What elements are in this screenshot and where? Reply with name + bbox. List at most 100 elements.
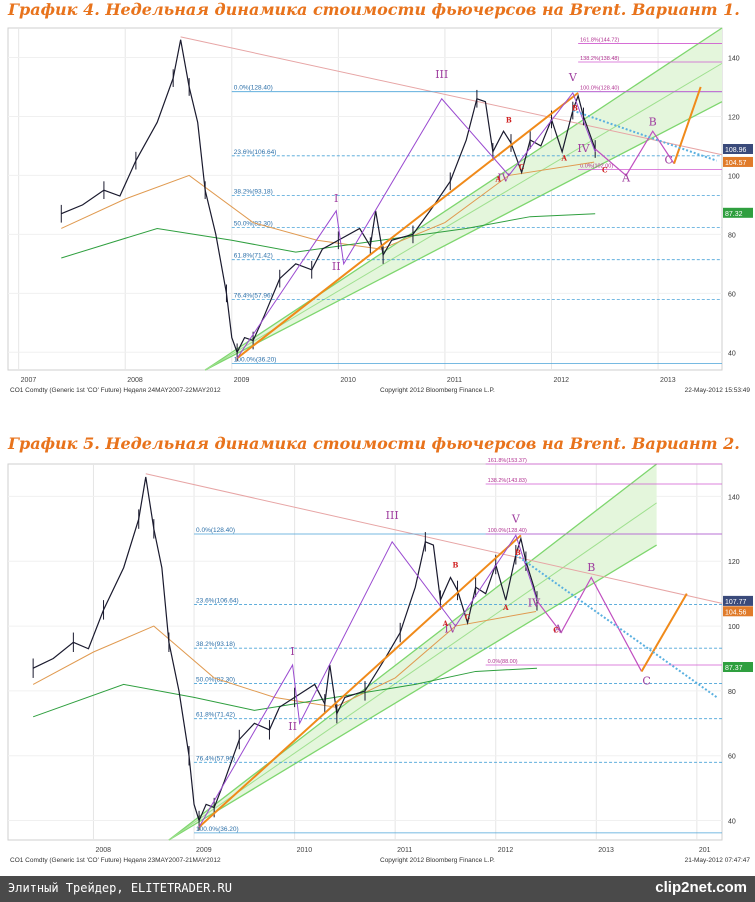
c1-fib-ext-label: 100.0%(128.40) — [488, 528, 527, 534]
c0-wave-label: IV — [577, 142, 590, 155]
c1-fib-ext-label: 138.2%(143.83) — [488, 478, 527, 484]
c1-wave-label: A — [553, 623, 563, 636]
c0-elliott-wave-path — [236, 91, 596, 359]
c1-price-tag — [723, 662, 753, 673]
c0-abc-label: A — [561, 154, 568, 163]
c1-y-tick-label: 80 — [728, 689, 736, 696]
footer-text: Элитный Трейдер, ELITETRADER.RU — [8, 881, 232, 895]
c0-fib-level-label: 61.8%(71.42) — [234, 253, 273, 260]
c1-y-tick-label: 120 — [728, 559, 740, 566]
c0-x-tick-label: 2011 — [447, 377, 462, 384]
c1-channel-mid-line — [168, 502, 657, 841]
c1-dotted-channel-line — [515, 553, 718, 699]
c1-fib-ext-label: 0.0%(88.00) — [488, 659, 518, 665]
c1-x-tick-label: 201 — [699, 847, 711, 854]
c0-x-tick-label: 2013 — [660, 377, 676, 384]
chart-title-1: График 4. Недельная динамика стоимости ф… — [8, 0, 740, 19]
c1-elliott-wave-path — [198, 534, 538, 828]
chart-2: 2008 2009 2010 2011 2012 2013 201 40 60 80 100 120 1… — [7, 458, 753, 864]
c0-wave-label: C — [665, 154, 673, 167]
c0-moving-average-orange — [61, 161, 595, 250]
c1-abc-label: C — [465, 613, 471, 622]
c0-channel-lower-line — [204, 101, 723, 371]
c1-price-line — [32, 476, 538, 823]
c1-wave-label: III — [386, 509, 399, 522]
c1-wave-label: C — [642, 674, 650, 687]
c0-price-tag — [723, 156, 753, 167]
c1-wave-label: IV — [444, 623, 457, 636]
c1-wave-label: II — [288, 720, 297, 733]
c1-price-tag — [723, 606, 753, 617]
c0-trend-line — [236, 92, 579, 359]
c0-fib-level-label: 50.0%(82.30) — [234, 221, 273, 228]
c0-wave-label: B — [649, 115, 657, 128]
c0-fib-level-label: 23.6%(106.64) — [234, 149, 277, 156]
c0-abc-label: C — [602, 165, 608, 174]
c1-wave-label: B — [587, 561, 595, 574]
footer-bar: Элитный Трейдер, ELITETRADER.RU clip2net… — [0, 876, 755, 902]
c1-abc-label: B — [515, 548, 521, 557]
c0-x-tick-label: 2010 — [340, 377, 356, 384]
c1-fib-level-label: 0.0%(128.40) — [196, 527, 235, 534]
chart-title-2: График 5. Недельная динамика стоимости ф… — [8, 434, 740, 453]
c0-channel-upper-line — [204, 27, 723, 371]
c0-y-tick-label: 40 — [728, 350, 736, 357]
c1-wave-label: IV — [528, 597, 541, 610]
c0-copyright-label: Copyright 2012 Bloomberg Finance L.P. — [380, 387, 495, 394]
c0-wave-label: I — [334, 192, 338, 205]
c1-timestamp-label: 21-May-2012 07:47:47 — [685, 857, 751, 864]
c0-y-tick-label: 100 — [728, 173, 740, 180]
c0-price-tag-label: 108.96 — [725, 147, 747, 154]
c1-y-tick-label: 40 — [728, 819, 736, 826]
c1-channel-upper-line — [168, 463, 658, 841]
c0-fib-level-label: 0.0%(128.40) — [234, 85, 273, 92]
c0-fib-level-label: 76.4%(57.96) — [234, 292, 273, 299]
c0-dotted-channel-line — [572, 109, 718, 162]
c0-price-tag-label: 104.57 — [725, 160, 747, 167]
c1-y-tick-label: 60 — [728, 754, 736, 761]
c0-source-label: CO1 Comdty (Generic 1st 'CO' Future) Нед… — [10, 387, 221, 394]
c0-price-tag — [723, 143, 753, 154]
c0-y-tick-label: 80 — [728, 232, 736, 239]
c1-fib-level-label: 61.8%(71.42) — [196, 712, 235, 719]
c0-abc-label: A — [494, 174, 501, 183]
c1-abc-label: A — [442, 619, 449, 628]
c1-projection-rebound — [640, 593, 688, 672]
c0-fib-ext-label: 100.0%(128.40) — [580, 86, 619, 92]
c0-y-tick-label: 120 — [728, 114, 740, 121]
c1-fib-level-label: 38.2%(93.18) — [196, 641, 235, 648]
c1-y-tick-label: 100 — [728, 624, 740, 631]
c0-abc-label: C — [519, 163, 525, 172]
c1-x-tick-label: 2012 — [498, 847, 514, 854]
c1-price-tag-label: 87.37 — [725, 665, 743, 672]
c0-wave-label: A — [621, 171, 631, 184]
c0-fib-level-label: 100.0%(36.20) — [234, 357, 277, 364]
c1-moving-average-orange — [32, 610, 537, 708]
c0-price-line — [61, 39, 596, 354]
c1-abc-label: B — [453, 561, 459, 570]
c1-x-tick-label: 2008 — [95, 847, 111, 854]
c0-x-tick-label: 2012 — [553, 377, 569, 384]
c1-x-tick-label: 2013 — [598, 847, 614, 854]
c0-price-tag-label: 87.32 — [725, 211, 743, 218]
clip2net-logo[interactable]: clip2net.com — [655, 879, 747, 896]
c1-x-tick-label: 2009 — [196, 847, 212, 854]
c1-fib-level-label: 23.6%(106.64) — [196, 598, 239, 605]
c0-fib-ext-label: 138.2%(138.48) — [580, 56, 619, 62]
c0-projection-rebound — [673, 86, 702, 164]
c1-price-tag-label: 104.56 — [725, 609, 747, 616]
c0-wave-label: V — [568, 71, 578, 84]
c0-wave-label: II — [332, 260, 341, 273]
c1-fib-level-label: 50.0%(82.30) — [196, 676, 235, 683]
c0-x-tick-label: 2008 — [127, 377, 143, 384]
c0-fib-ext-label: 0.0%(102.00) — [580, 164, 613, 170]
c1-y-tick-label: 140 — [728, 494, 740, 501]
c0-x-tick-label: 2009 — [234, 377, 250, 384]
c1-x-tick-label: 2011 — [397, 847, 412, 854]
c1-resistance-line — [145, 473, 723, 604]
c1-fib-ext-label: 161.8%(153.37) — [488, 458, 527, 464]
c1-trend-line — [198, 534, 522, 828]
c0-fib-ext-label: 161.8%(144.72) — [580, 38, 619, 44]
c1-abc-label: C — [553, 626, 559, 635]
c0-channel-mid-line — [204, 62, 723, 371]
